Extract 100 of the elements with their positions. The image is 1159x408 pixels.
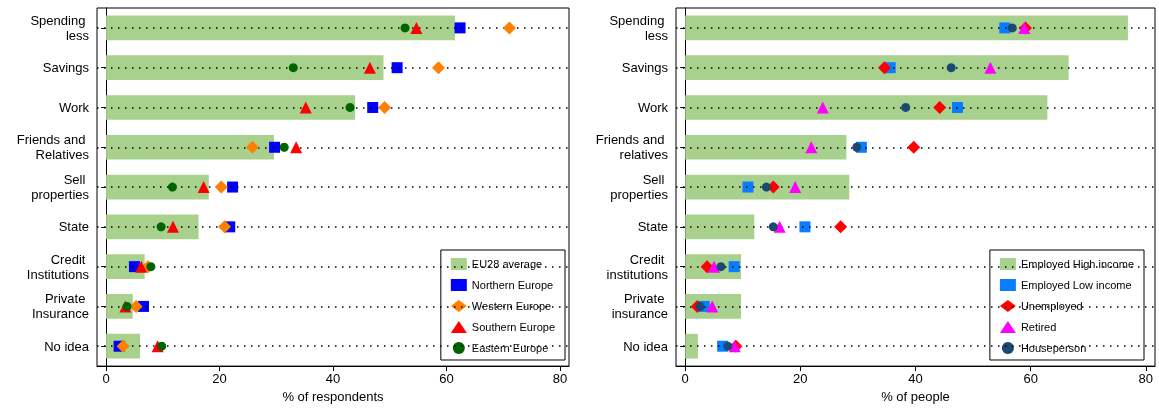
y-tick-label: Private insurance xyxy=(611,291,668,322)
point xyxy=(454,22,466,34)
x-tick-label: 40 xyxy=(325,371,341,387)
legend-label: Retired xyxy=(1020,321,1057,333)
legend-label: Houseperson xyxy=(1020,342,1087,354)
point xyxy=(901,102,911,112)
point xyxy=(716,262,726,272)
bar xyxy=(106,174,209,200)
y-tick-label: Work xyxy=(58,99,90,115)
point xyxy=(789,181,802,194)
point xyxy=(695,301,705,311)
point xyxy=(391,62,403,74)
y-tick-label: No idea xyxy=(623,338,669,354)
point xyxy=(946,63,956,73)
point xyxy=(279,142,289,152)
y-tick-label: Private Insurance xyxy=(31,291,89,322)
point xyxy=(799,221,811,233)
point xyxy=(907,140,921,154)
legend-label: EU28 average xyxy=(471,258,543,270)
point xyxy=(214,180,228,194)
point xyxy=(761,182,771,192)
x-tick-label: 20 xyxy=(212,371,227,387)
point xyxy=(299,101,312,114)
bar xyxy=(106,55,384,81)
y-tick-label: No idea xyxy=(44,338,90,354)
point xyxy=(706,300,719,313)
point xyxy=(502,21,516,35)
y-tick-label: State xyxy=(58,219,89,235)
point xyxy=(156,222,166,232)
y-tick-label: Spending less xyxy=(30,12,90,43)
y-tick-label: Work xyxy=(637,99,669,115)
point xyxy=(146,262,156,272)
point xyxy=(952,101,964,113)
bar xyxy=(685,134,847,160)
bar xyxy=(685,174,850,200)
point xyxy=(167,182,177,192)
point xyxy=(363,61,376,74)
point xyxy=(197,181,210,194)
bar xyxy=(685,15,1128,41)
point xyxy=(984,61,997,74)
point xyxy=(805,141,818,154)
point xyxy=(410,21,423,34)
y-tick-label: Sell properties xyxy=(31,172,90,203)
bar xyxy=(106,15,455,41)
y-tick-label: Credit institutions xyxy=(606,251,669,282)
bar xyxy=(106,214,199,240)
point xyxy=(135,260,148,273)
point xyxy=(1007,23,1017,33)
point xyxy=(290,141,303,154)
bar xyxy=(685,333,698,359)
point xyxy=(816,101,829,114)
y-tick-label: Savings xyxy=(42,60,90,76)
point xyxy=(723,341,733,351)
y-tick-label: Credit Institutions xyxy=(26,251,90,282)
point xyxy=(728,261,740,273)
y-tick-label: Friends and relatives xyxy=(595,132,669,163)
point xyxy=(834,220,848,234)
bar xyxy=(685,55,1069,81)
point xyxy=(367,101,379,113)
point xyxy=(129,299,143,313)
point xyxy=(933,100,947,114)
point xyxy=(852,142,862,152)
point xyxy=(742,181,754,193)
point xyxy=(227,181,239,193)
point xyxy=(400,23,410,33)
point xyxy=(432,61,446,75)
legend-label: Employed Low income xyxy=(1020,279,1132,291)
point xyxy=(877,61,891,75)
y-tick-label: State xyxy=(637,219,668,235)
point xyxy=(269,141,281,153)
legend-label: Eastern Europe xyxy=(471,342,549,354)
legend-label: Southern Europe xyxy=(471,321,555,333)
x-tick-label: 80 xyxy=(552,371,568,387)
x-tick-label: 60 xyxy=(439,371,454,387)
x-tick-label: 0 xyxy=(102,371,110,387)
bar xyxy=(106,134,274,160)
x-tick-label: 0 xyxy=(681,371,689,387)
bar xyxy=(685,95,1048,120)
point xyxy=(288,63,298,73)
x-tick-label: 20 xyxy=(793,371,808,387)
point xyxy=(378,100,392,114)
x-tick-label: 60 xyxy=(1023,371,1038,387)
y-tick-label: Savings xyxy=(621,60,669,76)
y-tick-label: Sell properties xyxy=(610,172,669,203)
bar xyxy=(106,95,356,120)
point xyxy=(768,222,778,232)
x-tick-label: 80 xyxy=(1138,371,1154,387)
legend-label: Employed High income xyxy=(1020,258,1135,270)
point xyxy=(708,260,720,273)
bar xyxy=(685,214,755,240)
legend-label: Unemployed xyxy=(1020,300,1083,312)
x-axis-title: % of people xyxy=(881,389,950,404)
point xyxy=(345,102,355,112)
x-tick-label: 40 xyxy=(908,371,923,387)
legend-label: Western Europe xyxy=(471,300,552,312)
y-tick-label: Friends and Relatives xyxy=(16,132,90,163)
legend-label: Northern Europe xyxy=(471,279,554,291)
point xyxy=(218,220,232,234)
point xyxy=(167,220,180,233)
point xyxy=(245,140,259,154)
